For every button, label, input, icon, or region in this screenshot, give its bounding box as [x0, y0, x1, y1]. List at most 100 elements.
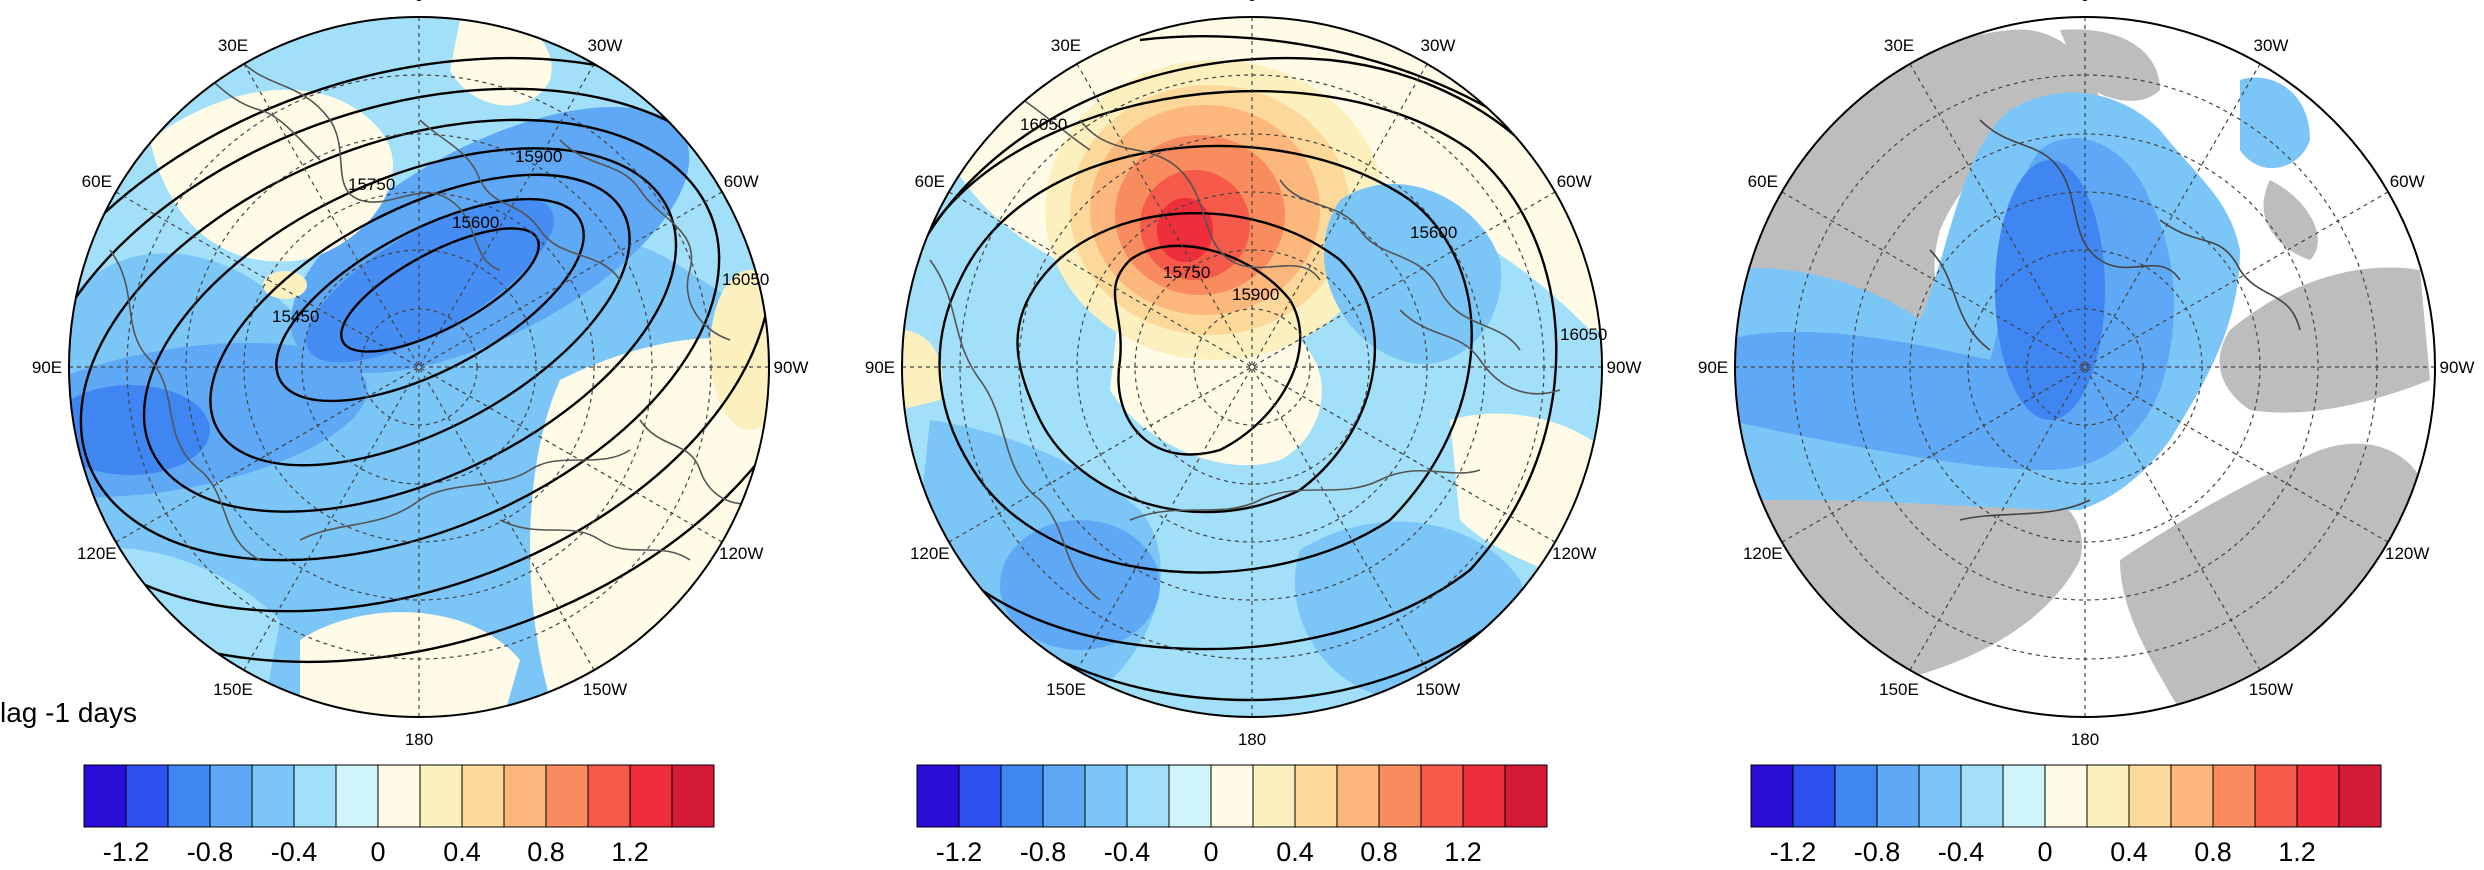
colorbar-swatch [2044, 764, 2088, 828]
colorbar-tick-label: 0.4 [1276, 837, 1314, 867]
colorbar-tick-label: 0 [2037, 837, 2052, 867]
longitude-label: 90E [32, 358, 62, 377]
contour-label: 15750 [348, 175, 395, 194]
longitude-label: 60W [1557, 172, 1592, 191]
map-boundary [901, 16, 1603, 718]
longitude-label: 30E [218, 36, 248, 55]
colorbar-tick-label: 0 [370, 837, 385, 867]
contour-label: 15600 [1410, 223, 1457, 242]
colorbar-swatch [1210, 764, 1254, 828]
colorbar-swatch [629, 764, 673, 828]
map-panel-middle: 16050 15750 15600 15900 16050 0 30W 60W 90W… [865, 0, 1642, 749]
longitude-label: 90E [1698, 358, 1728, 377]
colorbar-swatch [1042, 764, 1086, 828]
colorbar-tick-label: 1.2 [2278, 837, 2316, 867]
longitude-label: 150E [1879, 680, 1919, 699]
colorbar-swatch [1834, 764, 1878, 828]
contour-labels: 15900 15750 15600 15450 16050 [272, 147, 769, 326]
colorbar-swatch [2170, 764, 2214, 828]
contour-label: 16050 [1560, 325, 1607, 344]
contour-label: 15450 [272, 307, 319, 326]
colorbar-swatch [1462, 764, 1506, 828]
longitude-label: 150W [583, 680, 627, 699]
colorbar-swatch [1378, 764, 1422, 828]
contour-label: 15750 [1163, 263, 1210, 282]
longitude-label: 120E [910, 544, 950, 563]
map-boundary [1734, 16, 2436, 718]
contour-label: 16050 [1020, 115, 1067, 134]
longitude-label: 120W [2385, 544, 2429, 563]
colorbar-tick-label: 0 [1203, 837, 1218, 867]
longitude-label: 90W [2440, 358, 2475, 377]
colorbar-tick-label: -0.8 [187, 837, 234, 867]
longitude-label: 60W [2390, 172, 2425, 191]
colorbar-tick-label: 0.8 [2194, 837, 2232, 867]
colorbar-swatch [671, 764, 715, 828]
colorbar-swatch [2212, 764, 2256, 828]
colorbar-swatch [419, 764, 463, 828]
map-panel-left: 15900 15750 15600 15450 16050 0 30W 60W 90W… [32, 0, 809, 749]
colorbar-swatch [2002, 764, 2046, 828]
longitude-label: 30W [2254, 36, 2289, 55]
longitude-label: 180 [2071, 730, 2099, 749]
longitude-labels: 0 30W 60W 90W 120W 150W 180 150E 120E 90E 60E 30E [865, 0, 1642, 749]
longitude-label: 30W [1421, 36, 1456, 55]
longitude-labels: 0 30W 60W 90W 120W 150W 180 150E 120E 90E 60E 30E [1698, 0, 2475, 749]
colorbar-swatch [503, 764, 547, 828]
colorbar-right: -1.2 -0.8 -0.4 0 0.4 0.8 1.2 [1750, 764, 2382, 867]
colorbar-tick-label: -1.2 [936, 837, 983, 867]
longitude-label: 150E [1046, 680, 1086, 699]
colorbar-tick-label: 1.2 [1444, 837, 1482, 867]
colorbar-swatch [251, 764, 295, 828]
colorbar-swatch [1084, 764, 1128, 828]
colorbar-swatch [587, 764, 631, 828]
longitude-label: 150E [213, 680, 253, 699]
colorbar-tick-label: 0.4 [443, 837, 481, 867]
colorbar-swatch [545, 764, 589, 828]
colorbar-swatch [1420, 764, 1464, 828]
longitude-label: 30E [1884, 36, 1914, 55]
longitude-labels: 0 30W 60W 90W 120W 150W 180 150E 120E 90E 60E 30E [32, 0, 809, 749]
longitude-label: 60E [1748, 172, 1778, 191]
graticule [69, 17, 769, 717]
colorbar-swatch [1960, 764, 2004, 828]
colorbar-swatch [2296, 764, 2340, 828]
colorbar-swatch [1750, 764, 1794, 828]
map-boundary [68, 16, 770, 718]
colorbar-swatch [209, 764, 253, 828]
longitude-label: 0 [414, 0, 423, 5]
contour-label: 15900 [1232, 285, 1279, 304]
longitude-label: 90W [1607, 358, 1642, 377]
colorbar-swatch [1792, 764, 1836, 828]
contour-label: 15600 [452, 213, 499, 232]
longitude-label: 120W [1552, 544, 1596, 563]
colorbar-swatch [1126, 764, 1170, 828]
colorbar-swatch [125, 764, 169, 828]
colorbar-swatch [335, 764, 379, 828]
colorbar-swatch [916, 764, 960, 828]
colorbar-left: -1.2 -0.8 -0.4 0 0.4 0.8 1.2 [83, 764, 715, 867]
colorbar-tick-label: -0.8 [1020, 837, 1067, 867]
graticule [902, 17, 1602, 717]
graticule [1735, 17, 2435, 717]
longitude-label: 0 [2080, 0, 2089, 5]
colorbar-swatch [2128, 764, 2172, 828]
longitude-label: 30E [1051, 36, 1081, 55]
shaded-anomaly [1735, 77, 2310, 510]
colorbar-swatch [1252, 764, 1296, 828]
longitude-label: 90W [774, 358, 809, 377]
longitude-label: 30W [588, 36, 623, 55]
longitude-label: 60E [915, 172, 945, 191]
colorbar-swatch [2338, 764, 2382, 828]
colorbar-swatch [1918, 764, 1962, 828]
colorbar-tick-label: -1.2 [103, 837, 150, 867]
longitude-label: 60E [82, 172, 112, 191]
colorbar-swatch [1000, 764, 1044, 828]
colorbar-swatch [1504, 764, 1548, 828]
colorbar-swatch [2254, 764, 2298, 828]
contour-label: 16050 [722, 270, 769, 289]
colorbar-middle: -1.2 -0.8 -0.4 0 0.4 0.8 1.2 [916, 764, 1548, 867]
colorbar-swatch [377, 764, 421, 828]
colorbar-swatch [293, 764, 337, 828]
